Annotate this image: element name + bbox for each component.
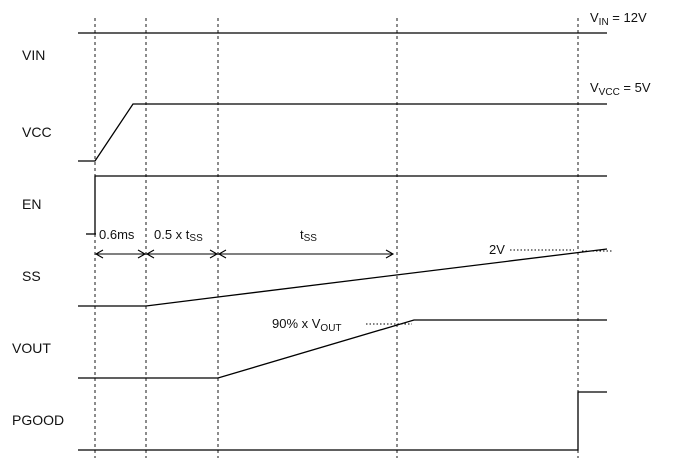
half-tss-label: 0.5 x tSS xyxy=(154,227,203,244)
signal-label-vcc: VCC xyxy=(22,124,52,140)
waveform-en xyxy=(94,175,607,234)
waveform-ss xyxy=(78,248,608,307)
vout-90pct-label: 90% x VOUT xyxy=(272,316,342,334)
waveform-vcc xyxy=(78,103,607,162)
ss-2v-label: 2V xyxy=(489,242,505,257)
vin-level-label: VIN = 12V xyxy=(590,10,647,28)
arrow-0-6ms xyxy=(94,249,147,259)
signal-label-vout: VOUT xyxy=(12,340,51,356)
delay-0-6ms-label: 0.6ms xyxy=(99,227,135,242)
waveform-pgood xyxy=(78,391,607,451)
waveform-vout xyxy=(78,319,607,379)
signal-label-vin: VIN xyxy=(22,47,45,63)
signal-label-ss: SS xyxy=(22,268,41,284)
arrow-tss xyxy=(217,249,395,259)
vcc-level-label: VVCC = 5V xyxy=(590,80,651,98)
signal-label-en: EN xyxy=(22,196,41,212)
tss-label: tSS xyxy=(300,227,317,244)
signal-label-pgood: PGOOD xyxy=(12,412,64,428)
arrow-half-tss xyxy=(145,249,219,259)
